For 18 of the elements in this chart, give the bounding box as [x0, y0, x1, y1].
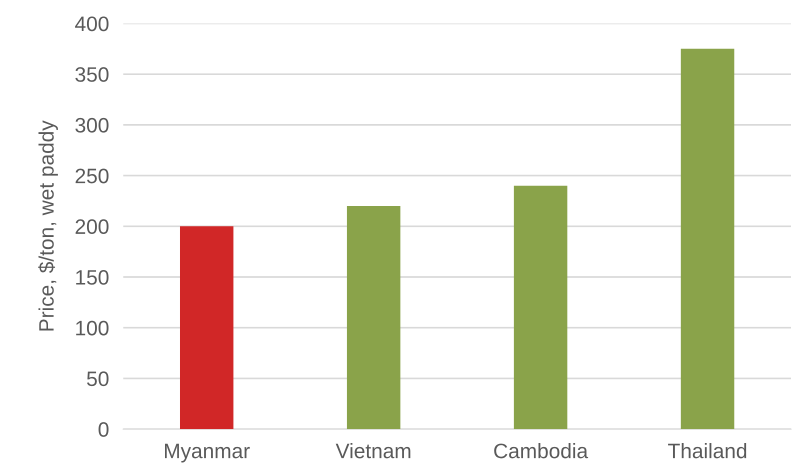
- y-tick-label: 150: [76, 270, 109, 285]
- bar: [180, 226, 234, 430]
- y-tick-label: 50: [87, 371, 109, 386]
- bar: [346, 206, 400, 430]
- x-tick-label: Thailand: [668, 443, 746, 458]
- y-axis-title: Price, $/ton, wet paddy: [38, 120, 58, 331]
- y-tick-label: 400: [75, 16, 109, 32]
- y-tick-label: 0: [98, 422, 109, 437]
- x-tick-label: Vietnam: [336, 443, 410, 458]
- y-tick-label: 100: [76, 320, 109, 336]
- y-tick-label: 250: [76, 168, 109, 184]
- y-tick-label: 300: [75, 118, 109, 133]
- y-tick-label: 200: [76, 219, 109, 234]
- y-tick-label: 350: [75, 67, 109, 82]
- bar: [680, 48, 734, 430]
- x-tick-label: Myanmar: [165, 444, 250, 462]
- x-tick-label: Cambodia: [494, 443, 588, 458]
- bar: [514, 186, 568, 430]
